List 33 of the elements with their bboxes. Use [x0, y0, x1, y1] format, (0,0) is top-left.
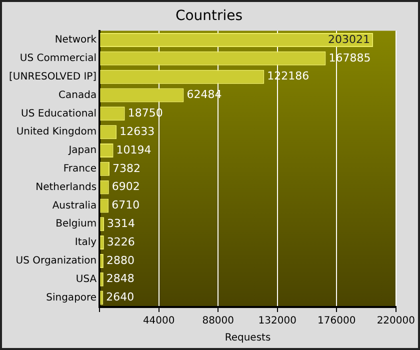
data-label: 12633 — [120, 124, 155, 138]
data-label: 203021 — [328, 32, 370, 46]
y-tick-label: United Kingdom — [16, 126, 97, 138]
y-tick-label: Netherlands — [36, 182, 97, 193]
data-label: 6710 — [112, 198, 140, 212]
data-label: 7382 — [112, 162, 141, 175]
y-tick-label: US Educational — [21, 108, 97, 120]
data-label: 2848 — [106, 272, 134, 286]
y-tick-label: Network — [54, 34, 97, 46]
y-tick-label: Australia — [52, 200, 97, 212]
y-tick-label: US Organization — [16, 256, 97, 267]
x-tick-label: 176000 — [318, 316, 356, 327]
x-axis-title: Requests — [224, 332, 271, 344]
data-label: 6902 — [112, 180, 140, 194]
y-tick-label: USA — [76, 274, 97, 285]
data-label: 10194 — [116, 143, 152, 156]
y-tick-label: [UNRESOLVED IP] — [9, 71, 97, 82]
x-tick-label: 88000 — [202, 316, 234, 327]
y-tick-label: Italy — [74, 237, 97, 248]
data-label: 3314 — [107, 217, 136, 230]
x-tick-label: 132000 — [258, 316, 296, 327]
data-label: 3226 — [106, 235, 135, 248]
y-tick-label: Japan — [68, 145, 97, 156]
y-tick-label: US Commercial — [20, 53, 97, 64]
y-tick-label: France — [63, 163, 97, 174]
chart-title: Countries — [175, 8, 243, 24]
x-tick-label: 220000 — [376, 316, 416, 327]
y-tick-label: Singapore — [46, 292, 97, 304]
y-tick-label: Belgium — [56, 218, 97, 230]
data-label: 2880 — [106, 254, 134, 267]
data-label: 2640 — [106, 290, 134, 304]
y-tick-label: Canada — [58, 90, 97, 101]
x-tick-label: 44000 — [142, 316, 175, 327]
